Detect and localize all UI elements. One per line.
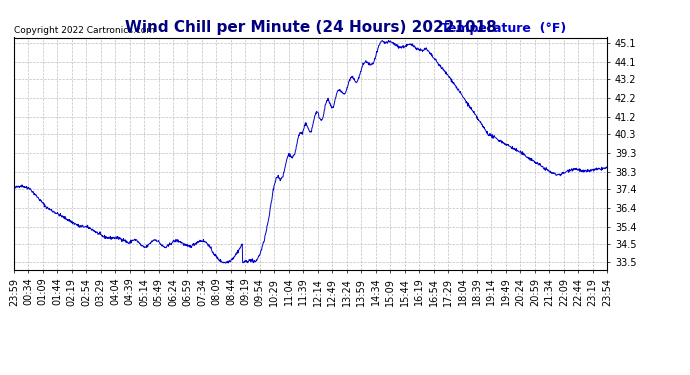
Title: Wind Chill per Minute (24 Hours) 20221018: Wind Chill per Minute (24 Hours) 2022101… bbox=[125, 20, 496, 35]
Text: Copyright 2022 Cartronics.com: Copyright 2022 Cartronics.com bbox=[14, 26, 155, 35]
Text: Temperature  (°F): Temperature (°F) bbox=[441, 22, 566, 35]
